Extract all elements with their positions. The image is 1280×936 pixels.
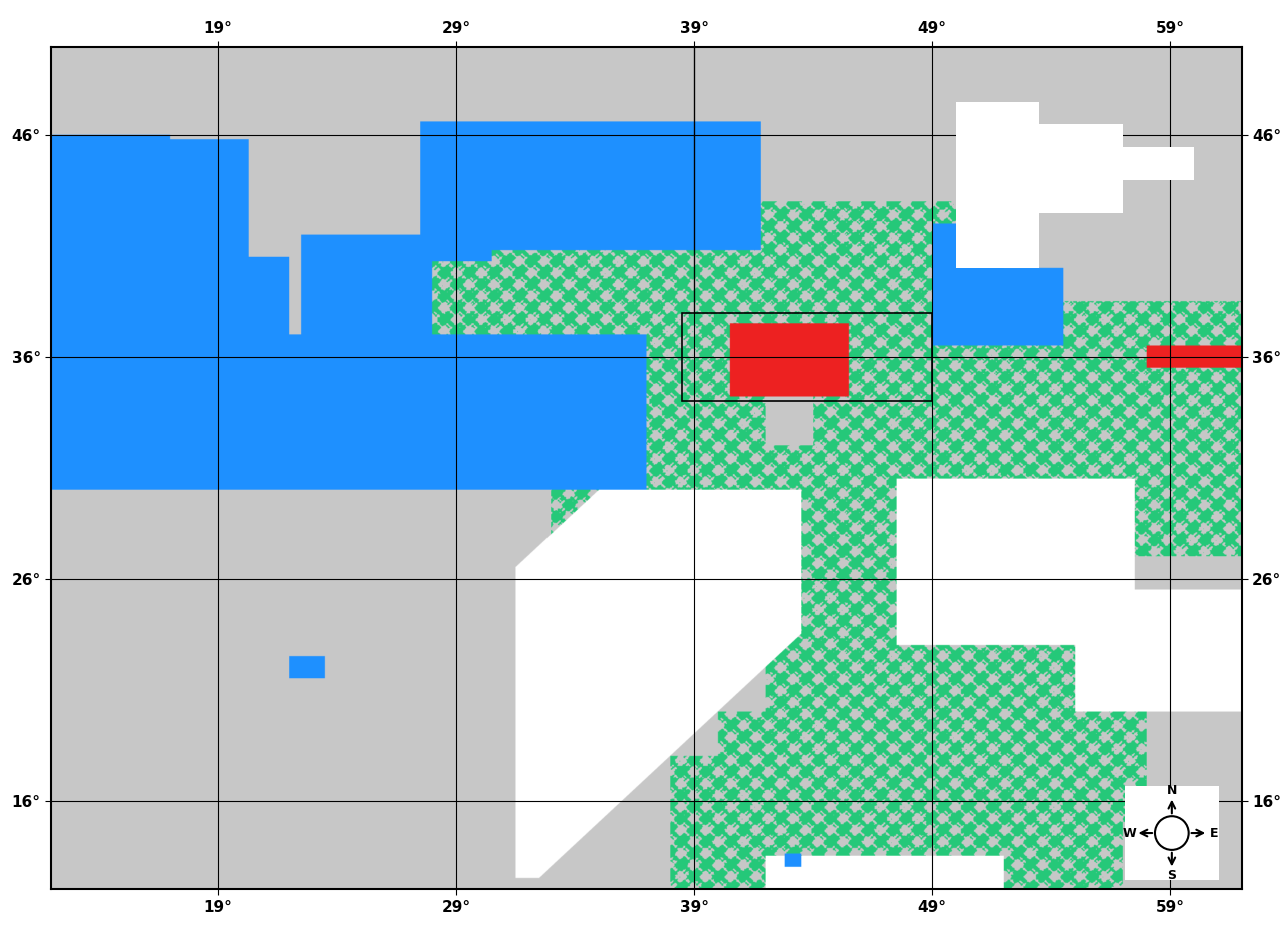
Bar <box>956 102 1039 180</box>
Text: S: S <box>1167 870 1176 882</box>
Text: E: E <box>1210 826 1219 840</box>
Bar <box>1123 147 1194 180</box>
Bar <box>1039 124 1123 180</box>
Bar <box>956 180 1039 235</box>
Text: N: N <box>1166 784 1178 797</box>
Bar <box>682 313 932 402</box>
Text: W: W <box>1123 826 1137 840</box>
Bar <box>1039 180 1123 213</box>
Bar <box>956 235 1039 269</box>
Circle shape <box>1155 816 1189 850</box>
